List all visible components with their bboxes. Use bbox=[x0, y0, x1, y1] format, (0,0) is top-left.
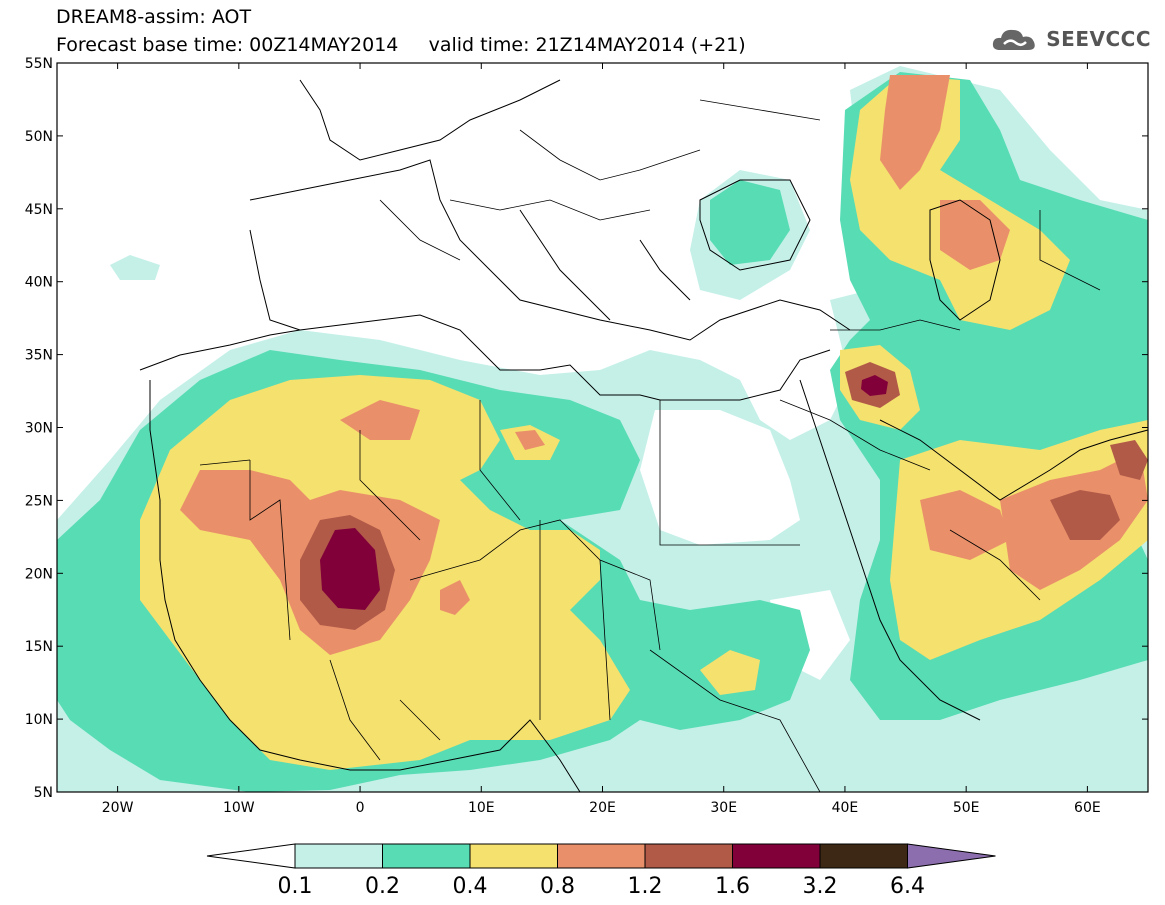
lat-tick-label: 30N bbox=[25, 421, 53, 437]
colorbar-label: 1.2 bbox=[628, 874, 663, 899]
colorbar-segment bbox=[382, 843, 471, 869]
colorbar-segment bbox=[469, 843, 558, 869]
lon-tick-label: 10W bbox=[223, 800, 255, 816]
lon-tick-label: 20E bbox=[589, 800, 616, 816]
forecast-time-line: Forecast base time: 00Z14MAY2014 valid t… bbox=[56, 34, 746, 56]
colorbar-segment bbox=[644, 843, 733, 869]
coastlines bbox=[139, 79, 1148, 792]
colorbar-label: 0.8 bbox=[540, 874, 575, 899]
colorbar: 0.1 0.2 0.4 0.8 1.2 1.6 3.2 6.4 bbox=[206, 843, 996, 899]
colorbar-segment bbox=[732, 843, 821, 869]
colorbar-segment bbox=[557, 843, 646, 869]
map-title: DREAM8-assim: AOT bbox=[56, 6, 252, 28]
lat-tick-label: 25N bbox=[25, 493, 53, 509]
lon-tick-label: 40E bbox=[832, 800, 859, 816]
aot-field bbox=[57, 63, 1148, 792]
lat-tick-label: 20N bbox=[25, 566, 53, 582]
lon-tick-label: 60E bbox=[1074, 800, 1101, 816]
colorbar-label: 1.6 bbox=[715, 874, 750, 899]
lon-tick-label: 50E bbox=[953, 800, 980, 816]
lat-tick-label: 35N bbox=[25, 348, 53, 364]
valid-time: valid time: 21Z14MAY2014 (+21) bbox=[428, 34, 746, 56]
lat-tick-label: 5N bbox=[34, 785, 53, 801]
lat-tick-label: 10N bbox=[25, 712, 53, 728]
colorbar-label: 3.2 bbox=[803, 874, 838, 899]
colorbar-label: 0.4 bbox=[453, 874, 488, 899]
colorbar-segment bbox=[819, 843, 908, 869]
lat-tick-label: 55N bbox=[25, 56, 53, 72]
lat-tick-label: 45N bbox=[25, 202, 53, 218]
lon-tick-label: 30E bbox=[710, 800, 737, 816]
colorbar-label: 0.1 bbox=[278, 874, 313, 899]
lon-tick-label: 0 bbox=[356, 800, 365, 816]
seevccc-logo: SEEVCCC bbox=[990, 22, 1151, 56]
lat-tick-label: 40N bbox=[25, 275, 53, 291]
longitude-ticks: 20W 10W 0 10E 20E 30E 40E 50E 60E bbox=[102, 63, 1101, 816]
country-borders bbox=[199, 99, 1101, 792]
lon-tick-label: 20W bbox=[102, 800, 134, 816]
colorbar-segment bbox=[294, 843, 383, 869]
colorbar-under-triangle bbox=[206, 843, 296, 869]
colorbar-over-triangle bbox=[907, 843, 996, 869]
lon-tick-label: 10E bbox=[468, 800, 495, 816]
cloud-icon bbox=[993, 29, 1035, 50]
colorbar-label: 6.4 bbox=[890, 874, 925, 899]
logo-text: SEEVCCC bbox=[1046, 27, 1151, 51]
aot-level-1.6 bbox=[320, 375, 888, 610]
lat-tick-label: 50N bbox=[25, 129, 53, 145]
latitude-ticks: 55N 50N 45N 40N 35N 30N 25N 20N 15N 10N 5N bbox=[25, 56, 1148, 801]
base-time: Forecast base time: 00Z14MAY2014 bbox=[56, 34, 399, 56]
lat-tick-label: 15N bbox=[25, 639, 53, 655]
colorbar-label: 0.2 bbox=[365, 874, 400, 899]
